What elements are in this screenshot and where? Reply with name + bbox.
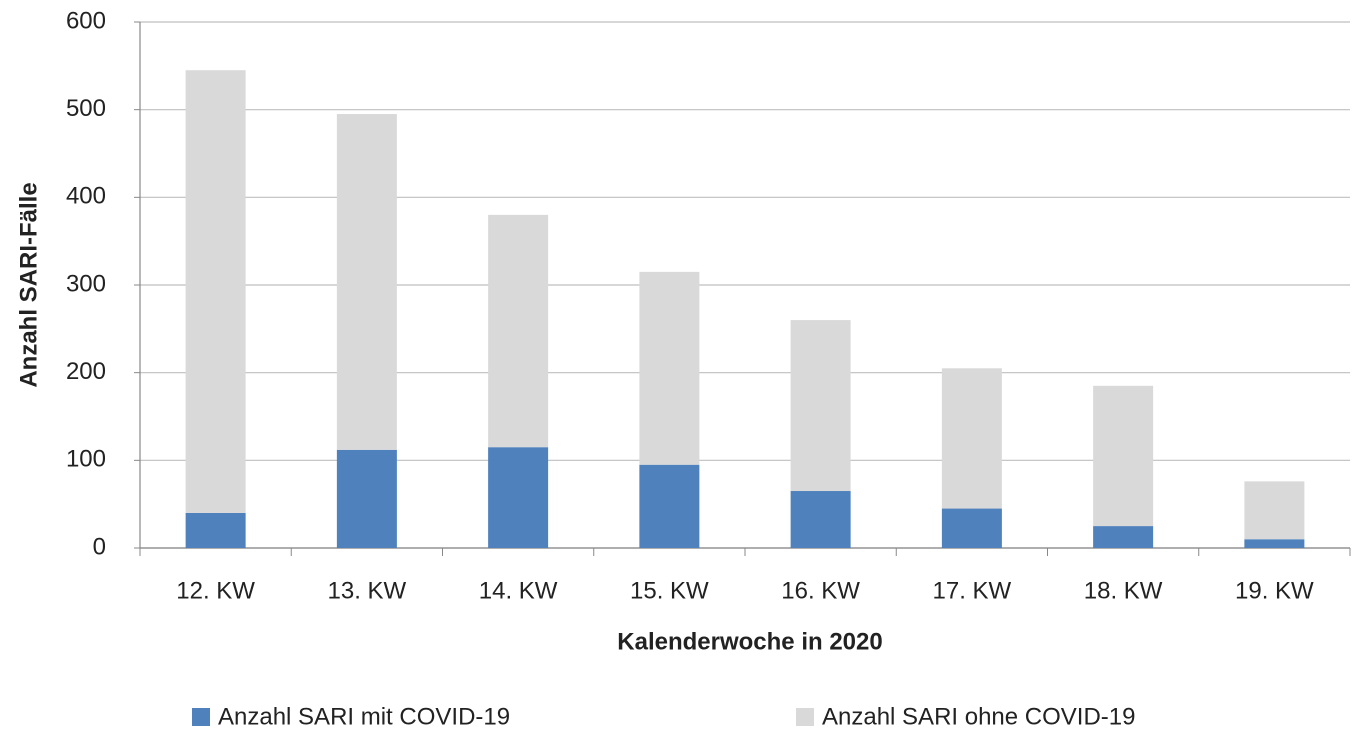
bar-segment [336, 114, 397, 450]
bar-segment [1093, 385, 1154, 527]
bar-segment [1244, 481, 1305, 540]
bar-segment [790, 491, 851, 548]
x-tick-label: 16. KW [781, 577, 860, 604]
y-tick-label: 200 [66, 358, 106, 385]
x-tick-label: 12. KW [176, 577, 255, 604]
x-tick-label: 18. KW [1084, 577, 1163, 604]
bar-segment [488, 214, 549, 448]
y-tick-label: 100 [66, 446, 106, 473]
legend-label: Anzahl SARI mit COVID-19 [218, 703, 510, 729]
y-tick-label: 400 [66, 183, 106, 210]
legend-swatch [796, 708, 814, 726]
y-tick-label: 0 [93, 533, 106, 560]
y-tick-label: 600 [66, 7, 106, 34]
bar-segment [488, 447, 549, 548]
y-tick-label: 300 [66, 270, 106, 297]
x-tick-label: 13. KW [328, 577, 407, 604]
y-axis-title: Anzahl SARI-Fälle [15, 182, 42, 387]
bar-segment [1244, 539, 1305, 548]
y-tick-label: 500 [66, 95, 106, 122]
x-tick-label: 19. KW [1235, 577, 1314, 604]
bar-segment [941, 368, 1002, 509]
bar-segment [1093, 526, 1154, 548]
bar-segment [941, 508, 1002, 548]
bar-segment [639, 464, 700, 548]
bar-segment [185, 512, 246, 548]
x-tick-label: 17. KW [933, 577, 1012, 604]
bar-segment [790, 320, 851, 492]
legend-swatch [192, 708, 210, 726]
x-tick-label: 14. KW [479, 577, 558, 604]
x-tick-label: 15. KW [630, 577, 709, 604]
bar-segment [185, 70, 246, 513]
x-axis-title: Kalenderwoche in 2020 [617, 628, 882, 655]
legend-label: Anzahl SARI ohne COVID-19 [822, 703, 1136, 729]
bar-segment [639, 271, 700, 465]
bar-segment [336, 449, 397, 548]
